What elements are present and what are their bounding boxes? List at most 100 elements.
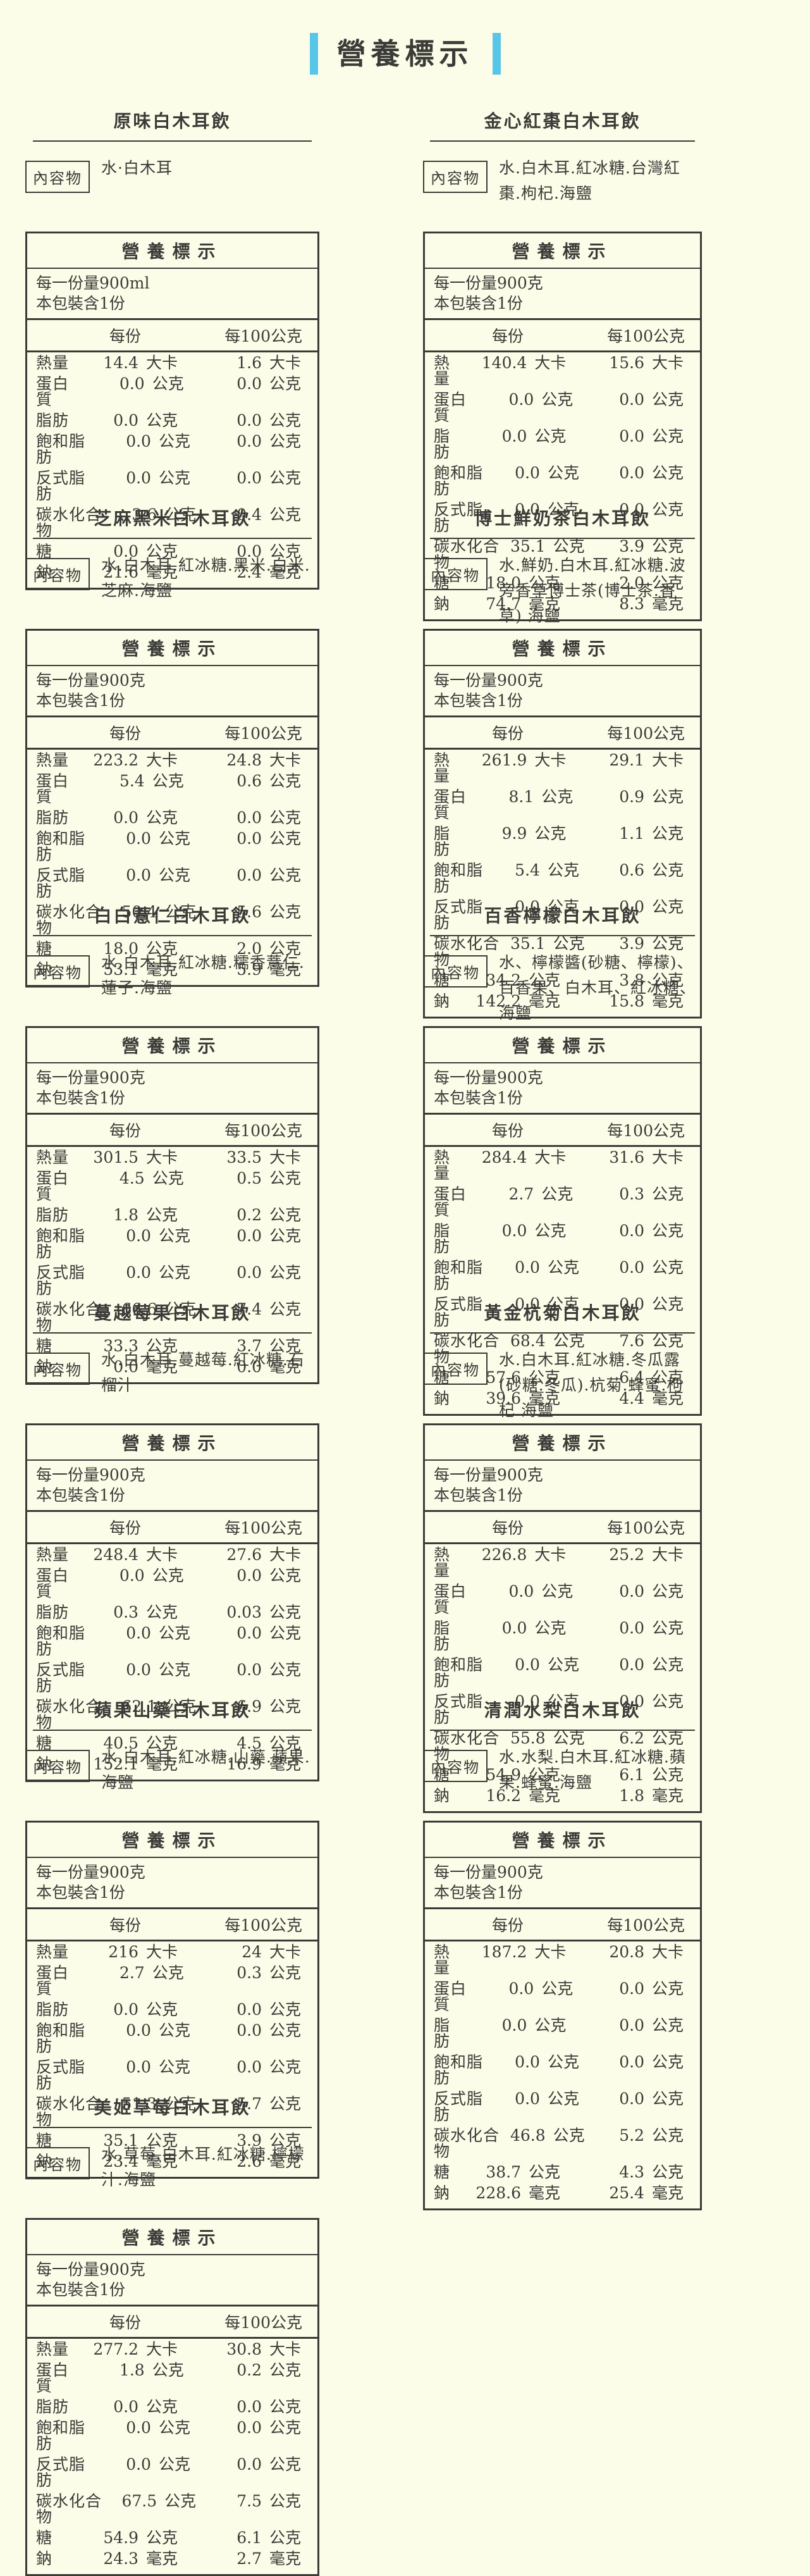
nutrient-row: 鈉 74.7 毫克 8.3 毫克 [425, 593, 700, 614]
serving-info: 每一份量900克 本包裝含1份 [27, 666, 317, 717]
nutrient-row: 反式脂肪 0.0 公克 0.0 公克 [425, 1294, 700, 1330]
nutrient-row: 熱量 226.8 大卡 25.2 大卡 [425, 1544, 700, 1581]
nutrient-name: 脂肪 [36, 2000, 70, 2019]
package-contains: 本包裝含1份 [36, 1486, 125, 1504]
value-per-serving: 0.0 公克 [465, 2017, 568, 2033]
value-per-100g-unit: 公克 [269, 2398, 302, 2416]
nutrient-row: 鈉 16.2 毫克 1.8 毫克 [425, 1785, 700, 1806]
value-per-serving-unit: 公克 [158, 1661, 190, 1679]
nutrient-name: 飽和脂肪 [434, 2053, 484, 2087]
value-per-serving-unit: 公克 [146, 1206, 178, 1224]
nutrient-row: 鈉 53.1 毫克 5.9 毫克 [27, 959, 317, 980]
nutrition-table: 營養標示 每一份量900克 本包裝含1份 每份 每100公克 熱量 248.4 … [25, 1423, 319, 1781]
value-per-serving: 68.4 公克 [500, 1333, 586, 1349]
product-card: 博士鮮奶茶白木耳飲 內容物 水.鮮奶.白木耳.紅冰糖.波旁香草博士茶(博士茶.香… [423, 507, 702, 1019]
value-per-100g: 0.0 公克 [580, 2091, 685, 2107]
value-per-100g-unit: 公克 [269, 1734, 302, 1752]
nutrient-row: 飽和脂肪 0.0 公克 0.0 公克 [27, 828, 317, 865]
column-header-per-100g: 每100公克 [224, 1122, 302, 1140]
nutrient-name: 脂肪 [36, 1603, 70, 1621]
nutrient-name: 鈉 [36, 2152, 53, 2170]
serving-size-value: 900克 [497, 1068, 543, 1087]
value-per-100g-unit: 公克 [652, 861, 684, 879]
contents-row: 內容物 水.水梨.白木耳.紅冰糖.蘋果.蜂蜜.海鹽 [423, 1745, 702, 1811]
value-per-100g: 0.0 公克 [580, 1694, 685, 1709]
serving-size-line: 每一份量900克 [434, 273, 691, 294]
nutrition-table: 營養標示 每一份量900克 本包裝含1份 每份 每100公克 熱量 226.8 … [423, 1423, 702, 1813]
contents-label: 內容物 [423, 1353, 488, 1385]
value-per-100g-unit: 公克 [652, 1185, 684, 1203]
value-per-serving-number: 0.0 [126, 1661, 151, 1679]
value-per-100g: 0.0 公克 [192, 2456, 302, 2472]
serving-size-line: 每一份量900克 [36, 671, 309, 691]
value-per-serving-number: 9.9 [501, 824, 527, 843]
value-per-serving-unit: 公克 [152, 2361, 184, 2379]
value-per-100g-unit: 公克 [652, 2126, 684, 2145]
value-per-serving-number: 0.0 [515, 464, 540, 482]
value-per-serving-unit: 大卡 [534, 354, 567, 372]
value-per-100g-unit: 公克 [652, 2016, 684, 2034]
package-contains: 本包裝含1份 [36, 1883, 125, 1902]
value-per-100g-unit: 公克 [269, 2455, 301, 2474]
value-per-serving-number: 0.0 [126, 866, 151, 884]
value-per-100g: 3.8 公克 [561, 972, 685, 988]
value-per-serving-number: 0.0 [508, 1582, 534, 1601]
value-per-serving-number: 0.0 [113, 411, 138, 430]
product-title: 原味白木耳飲 [113, 111, 231, 132]
value-per-100g-unit: 公克 [269, 1263, 301, 1282]
value-per-serving-unit: 公克 [146, 542, 178, 560]
value-per-serving: 2.7 公克 [478, 1186, 574, 1202]
value-per-serving-number: 0.0 [126, 2418, 151, 2437]
value-per-serving-unit: 毫克 [146, 1358, 178, 1376]
value-per-100g-number: 3.9 [236, 2131, 262, 2150]
nutrient-name: 飽和脂肪 [36, 2418, 86, 2453]
value-per-serving: 0.0 公克 [95, 470, 192, 486]
serving-info: 每一份量900ml 本包裝含1份 [27, 269, 317, 320]
title-rule [430, 140, 695, 142]
value-per-serving-unit: 毫克 [146, 960, 178, 979]
nutrient-name: 糖 [36, 939, 53, 958]
value-per-100g-number: 0.0 [619, 1222, 644, 1240]
nutrient-name: 反式脂肪 [36, 866, 86, 900]
package-contains-line: 本包裝含1份 [36, 294, 309, 314]
value-per-100g-number: 0.0 [236, 432, 262, 450]
value-per-100g: 4.4 毫克 [561, 1390, 685, 1406]
nutrition-table: 營養標示 每一份量900克 本包裝含1份 每份 每100公克 熱量 261.9 … [423, 629, 702, 1019]
value-per-serving-unit: 公克 [553, 1332, 585, 1350]
value-per-100g: 6.9 公克 [197, 1699, 302, 1714]
value-per-100g: 6.4 公克 [561, 1370, 685, 1385]
value-per-serving-number: 0.3 [113, 1603, 138, 1621]
value-per-100g-number: 0.0 [236, 1263, 262, 1282]
nutrition-table: 營養標示 每一份量900克 本包裝含1份 每份 每100公克 熱量 140.4 … [423, 232, 702, 621]
value-per-serving: 1.8 公克 [83, 2362, 185, 2378]
value-per-100g-number: 0.0 [619, 2053, 644, 2071]
value-per-100g: 0.0 公克 [192, 867, 302, 883]
value-per-100g-number: 0.0 [236, 1566, 262, 1585]
value-per-serving-unit: 公克 [541, 1185, 574, 1203]
value-per-serving: 0.0 公克 [71, 810, 179, 826]
value-per-serving-number: 35.1 [103, 2131, 138, 2150]
value-per-serving-unit: 大卡 [534, 1545, 567, 1564]
value-per-serving: 277.2 大卡 [71, 2341, 179, 2357]
value-per-100g: 5.9 毫克 [179, 962, 302, 977]
value-per-100g: 30.8 大卡 [179, 2341, 302, 2357]
value-per-serving-number: 0.0 [515, 1656, 540, 1674]
serving-size-value: 900克 [99, 671, 145, 690]
nutrient-row: 熱量 223.2 大卡 24.8 大卡 [27, 750, 317, 771]
value-per-serving: 0.0 公克 [478, 1981, 574, 1997]
value-per-serving-number: 0.0 [126, 1227, 151, 1245]
value-per-100g-number: 0.0 [619, 2016, 644, 2034]
value-per-100g: 0.0 公克 [179, 412, 302, 428]
nutrient-row: 糖 40.5 公克 4.5 公克 [27, 1733, 317, 1754]
value-per-100g: 1.1 公克 [567, 826, 685, 841]
value-per-serving-number: 67.5 [121, 2492, 157, 2510]
value-per-100g-unit: 公克 [269, 772, 302, 790]
value-per-serving: 33.3 公克 [71, 1338, 179, 1354]
value-per-serving: 9.9 公克 [465, 826, 568, 841]
nutrient-row: 蛋白質 4.5 公克 0.5 公克 [27, 1168, 317, 1204]
nutrient-name: 脂肪 [36, 411, 70, 430]
contents-row: 內容物 水.白木耳.蔓越莓.紅冰糖.石榴汁 [25, 1347, 319, 1413]
value-per-100g-unit: 公克 [652, 1582, 684, 1601]
nutrient-row: 反式脂肪 0.0 公克 0.0 公克 [27, 2057, 317, 2093]
nutrition-table-title: 營養標示 [27, 1823, 317, 1858]
